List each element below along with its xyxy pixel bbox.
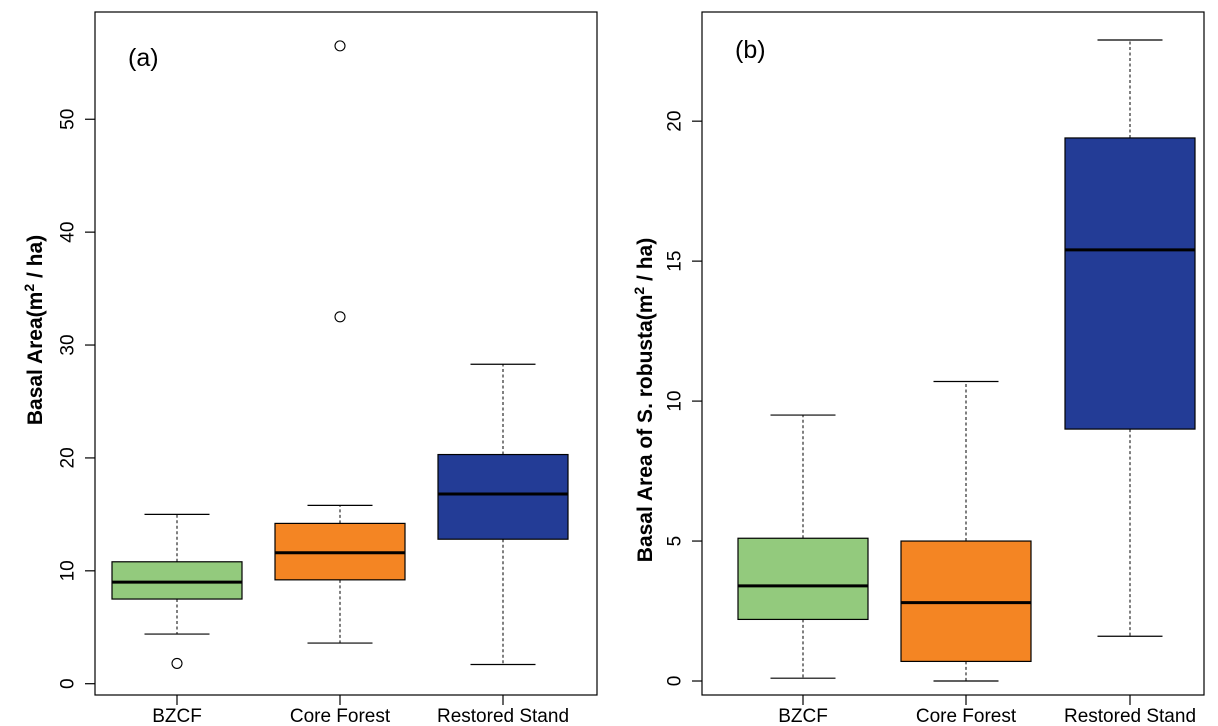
box-rect-b-2 bbox=[1064, 137, 1196, 430]
y-tick-label-b-3: 15 bbox=[665, 251, 686, 272]
box-b-1 bbox=[900, 380, 1032, 682]
y-tick-label-b-2: 10 bbox=[665, 391, 686, 412]
y-axis-unit-close-b: / ha) bbox=[634, 238, 657, 287]
y-axis-unit-sup-b: 2 bbox=[631, 287, 647, 295]
y-axis-title-text-a: Basal Area bbox=[24, 317, 47, 425]
x-tick-label-a-0: BZCF bbox=[152, 706, 202, 726]
x-tick-label-b-0: BZCF bbox=[778, 706, 828, 726]
y-axis-title-text-b: Basal Area of S. robusta bbox=[634, 320, 657, 562]
y-axis-unit-open-a: (m bbox=[24, 292, 47, 318]
box-b-2 bbox=[1064, 39, 1196, 637]
y-tick-label-a-2: 20 bbox=[58, 447, 79, 468]
box-rect-a-0 bbox=[111, 561, 243, 600]
y-tick-label-a-0: 0 bbox=[58, 678, 79, 689]
y-axis-a: 0 10 20 30 40 50 bbox=[58, 109, 95, 689]
y-tick-label-a-3: 30 bbox=[58, 334, 79, 355]
y-axis-title-a: Basal Area(m2 / ha) bbox=[21, 235, 47, 425]
y-tick-label-a-5: 50 bbox=[58, 109, 79, 130]
y-axis-unit-close-a: / ha) bbox=[24, 235, 47, 284]
x-tick-label-a-1: Core Forest bbox=[290, 706, 391, 726]
y-axis-b: 0 5 10 15 20 bbox=[665, 111, 702, 687]
x-tick-label-b-2: Restored Stand bbox=[1064, 706, 1196, 726]
panel-b: (b) Basal Area of S. robusta(m2 / ha) 0 5… bbox=[631, 11, 1205, 726]
box-b-0 bbox=[737, 414, 869, 679]
x-axis-a: BZCF Core Forest Restored Stand bbox=[152, 695, 569, 726]
panel-label-b: (b) bbox=[735, 36, 766, 64]
panel-label-a: (a) bbox=[128, 44, 159, 72]
y-axis-unit-open-b: (m bbox=[634, 295, 657, 321]
outlier-a-0-0 bbox=[171, 657, 183, 669]
y-tick-label-b-0: 0 bbox=[665, 676, 686, 687]
box-a-2 bbox=[437, 363, 569, 666]
y-tick-label-b-4: 20 bbox=[665, 111, 686, 132]
y-tick-label-a-1: 10 bbox=[58, 560, 79, 581]
boxes-b bbox=[737, 39, 1196, 682]
outlier-a-1-0 bbox=[334, 40, 346, 52]
x-tick-label-b-1: Core Forest bbox=[916, 706, 1017, 726]
panel-a: (a) Basal Area(m2 / ha) 0 10 20 30 40 50 BZCF… bbox=[21, 11, 598, 726]
y-axis-title-b: Basal Area of S. robusta(m2 / ha) bbox=[631, 238, 657, 562]
y-tick-label-b-1: 5 bbox=[665, 536, 686, 547]
plot-frame-b bbox=[701, 11, 1205, 696]
x-tick-label-a-2: Restored Stand bbox=[437, 706, 569, 726]
y-tick-label-a-4: 40 bbox=[58, 222, 79, 243]
box-rect-a-2 bbox=[437, 453, 569, 540]
boxes-a bbox=[111, 40, 569, 669]
box-a-0 bbox=[111, 513, 243, 669]
box-a-1 bbox=[274, 40, 406, 644]
x-axis-b: BZCF Core Forest Restored Stand bbox=[778, 695, 1196, 726]
outlier-a-1-1 bbox=[334, 311, 346, 323]
plot-frame-a bbox=[94, 11, 598, 696]
box-rect-b-0 bbox=[737, 537, 869, 621]
y-axis-unit-sup-a: 2 bbox=[21, 284, 37, 292]
